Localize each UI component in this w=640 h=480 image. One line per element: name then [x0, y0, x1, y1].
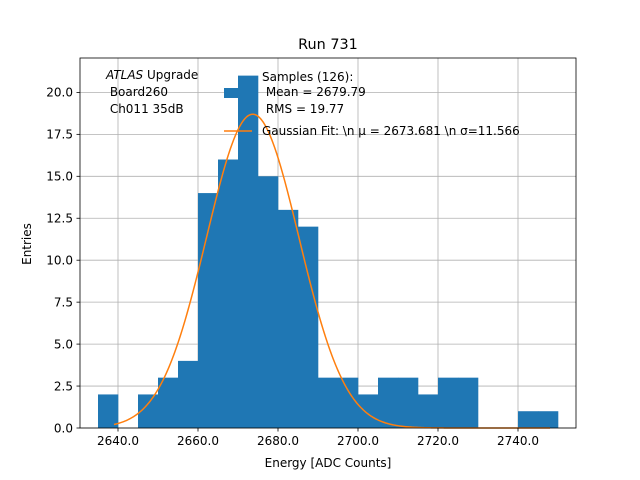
y-tick-label: 5.0	[54, 337, 73, 351]
annotation-line-3: Ch011 35dB	[106, 102, 184, 116]
y-tick-label: 20.0	[46, 86, 73, 100]
x-tick-label: 2640.0	[97, 434, 139, 448]
x-axis-label: Energy [ADC Counts]	[265, 456, 392, 470]
y-tick-label: 10.0	[46, 253, 73, 267]
y-tick-label: 15.0	[46, 170, 73, 184]
legend-label-gaussian: Gaussian Fit: \n μ = 2673.681 \n σ=11.56…	[262, 124, 520, 138]
legend-label-histogram-2: Mean = 2679.79	[262, 85, 366, 99]
histogram-bar	[538, 411, 559, 428]
histogram-bar	[458, 377, 479, 428]
x-tick-label: 2680.0	[257, 434, 299, 448]
legend-label-histogram-1: Samples (126):	[262, 70, 353, 84]
plot-area-frame	[79, 57, 577, 429]
histogram-bar	[398, 377, 419, 428]
histogram-bar	[98, 394, 119, 428]
histogram-bar	[438, 377, 459, 428]
chart-title: Run 731	[298, 37, 358, 53]
annotation-atlas: ATLAS	[105, 68, 144, 82]
histogram-bar	[138, 394, 159, 428]
histogram-bar	[298, 226, 319, 428]
annotation-line-1: ATLAS Upgrade	[105, 68, 198, 82]
x-tick-label: 2660.0	[177, 434, 219, 448]
histogram-bar	[338, 377, 359, 428]
x-tick-label: 2700.0	[337, 434, 379, 448]
grid-lines	[80, 58, 576, 429]
y-tick-label: 7.5	[54, 295, 73, 309]
x-tick-label: 2720.0	[417, 434, 459, 448]
histogram-bar	[518, 411, 539, 428]
y-tick-label: 17.5	[46, 128, 73, 142]
annotation-line-2: Board260	[106, 85, 168, 99]
y-axis-label: Entries	[20, 223, 34, 265]
histogram-bar	[238, 75, 259, 428]
histogram-bar	[318, 377, 339, 428]
x-tick-label: 2740.0	[497, 434, 539, 448]
histogram-bar	[218, 159, 239, 428]
axis-ticks: 2640.0 2660.0 2680.0 2700.0 2720.0 2740.0 0.0 2…	[46, 86, 539, 448]
histogram-bar	[278, 209, 299, 428]
y-tick-label: 12.5	[46, 212, 73, 226]
legend-label-histogram-3: RMS = 19.77	[262, 102, 344, 116]
histogram-bar	[418, 394, 439, 428]
histogram-bar	[378, 377, 399, 428]
annotation-upgrade: Upgrade	[143, 68, 198, 82]
legend-swatch-histogram	[224, 88, 252, 98]
legend: Samples (126): Mean = 2679.79 RMS = 19.7…	[224, 70, 520, 138]
histogram-bar	[258, 176, 279, 428]
histogram-bar	[158, 377, 179, 428]
atlas-annotation: ATLAS Upgrade Board260 Ch011 35dB	[105, 68, 198, 116]
y-tick-label: 0.0	[54, 421, 73, 435]
histogram-bars	[98, 75, 559, 428]
histogram-bar	[178, 360, 199, 428]
y-tick-label: 2.5	[54, 379, 73, 393]
histogram-bar	[358, 394, 379, 428]
